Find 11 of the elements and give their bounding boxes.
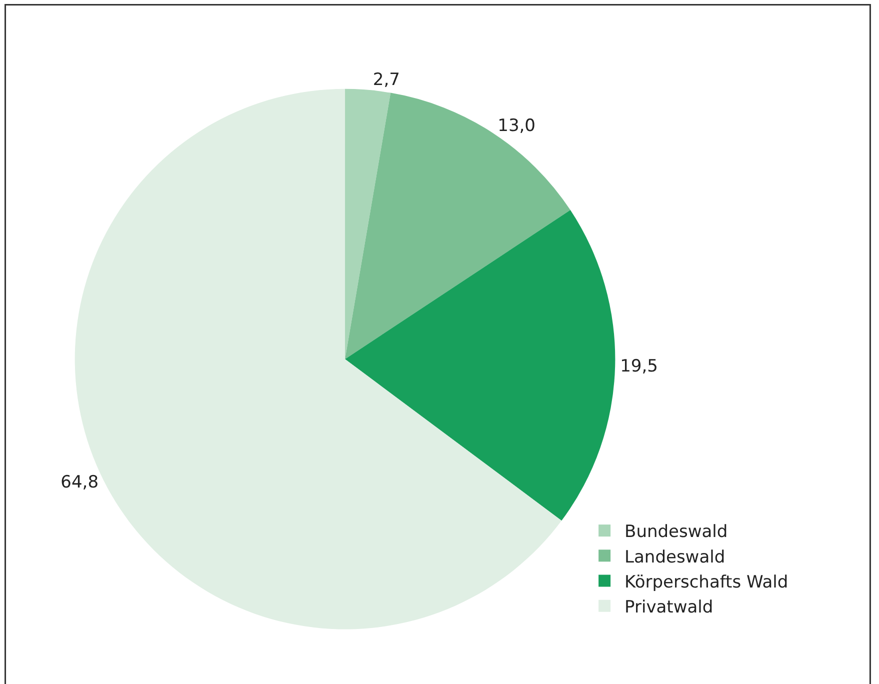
- data-label: 64,8: [60, 472, 99, 492]
- data-label: 13,0: [498, 116, 536, 136]
- legend-label: Körperschafts Wald: [624, 572, 788, 592]
- data-label: 2,7: [372, 70, 400, 90]
- legend-label: Landeswald: [624, 547, 726, 568]
- pie-slice: [345, 92, 570, 360]
- data-label: 19,5: [620, 356, 658, 377]
- pie-slice: [345, 210, 616, 521]
- pie-slice: [345, 88, 391, 360]
- legend-label: Bundeswald: [624, 522, 728, 542]
- legend-label: Privatwald: [624, 597, 714, 618]
